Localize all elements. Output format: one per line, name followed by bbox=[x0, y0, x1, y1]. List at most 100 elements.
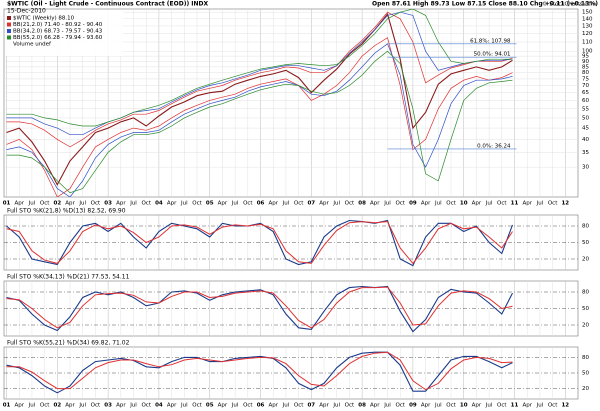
y-tick-label: 80 bbox=[582, 224, 589, 230]
quote: Open 87.61 High 89.73 Low 87.15 Close 88… bbox=[372, 1, 598, 8]
y-tick-label: 50 bbox=[582, 371, 589, 377]
x-tick-label: Jul bbox=[383, 201, 391, 207]
x-tick-label: Oct bbox=[497, 201, 507, 207]
x-tick-label: 01 bbox=[3, 403, 11, 409]
x-tick-label: Apr bbox=[268, 403, 278, 409]
x-tick-label: Jul bbox=[485, 201, 493, 207]
y-tick-label: 20 bbox=[582, 257, 589, 263]
x-tick-label: Jul bbox=[434, 201, 442, 207]
y-tick-label: 95 bbox=[582, 54, 589, 60]
x-tick-label: Oct bbox=[446, 403, 456, 409]
x-tick-label: Apr bbox=[116, 403, 126, 409]
band-upper bbox=[6, 11, 513, 148]
x-tick-label: Apr bbox=[218, 201, 228, 207]
x-tick-label: Apr bbox=[522, 201, 532, 207]
series-line bbox=[6, 219, 514, 267]
x-tick-label: 02 bbox=[54, 403, 62, 409]
legend-label: $WTIC (Weekly) 88.10 bbox=[13, 16, 75, 22]
x-tick-label: Oct bbox=[345, 201, 355, 207]
x-tick-label: Apr bbox=[319, 403, 329, 409]
x-tick-label: Oct bbox=[192, 201, 202, 207]
y-tick-label: 120 bbox=[582, 31, 593, 37]
panel-title: Full STO %K(21,8) %D(13) 82.52, 69.90 bbox=[7, 208, 126, 215]
x-tick-label: Jul bbox=[536, 403, 544, 409]
x-tick-label: 10 bbox=[460, 403, 468, 409]
x-tick-label: Jul bbox=[78, 403, 86, 409]
x-tick-label: Oct bbox=[243, 403, 253, 409]
credit: © StockCharts.com bbox=[542, 1, 596, 8]
x-tick-label: Apr bbox=[472, 403, 482, 409]
fib-label: 50.0%: 94.01 bbox=[474, 52, 511, 58]
x-tick-label: Jul bbox=[485, 403, 493, 409]
y-tick-label: 20 bbox=[582, 386, 589, 392]
x-tick-label: 07 bbox=[307, 403, 315, 409]
legend-swatch bbox=[7, 16, 11, 20]
x-tick-label: 04 bbox=[155, 403, 163, 409]
y-tick-label: 130 bbox=[582, 23, 593, 29]
series-line bbox=[6, 286, 513, 329]
x-tick-label: Apr bbox=[370, 201, 380, 207]
legend-swatch bbox=[7, 22, 11, 27]
y-tick-label: 80 bbox=[582, 355, 589, 361]
x-tick-label: Jul bbox=[332, 201, 340, 207]
x-tick-label: Jul bbox=[231, 403, 239, 409]
x-tick-label: Apr bbox=[268, 201, 278, 207]
x-tick-label: Oct bbox=[40, 403, 50, 409]
x-tick-label: Apr bbox=[14, 403, 24, 409]
x-tick-label: Oct bbox=[395, 403, 405, 409]
chart-subtitle: 15-Dec-2010 bbox=[7, 8, 46, 15]
y-tick-label: 90 bbox=[582, 59, 589, 65]
y-tick-label: 40 bbox=[582, 137, 589, 143]
series-group bbox=[6, 351, 513, 394]
x-tick-label: Apr bbox=[472, 201, 482, 207]
x-tick-label: 09 bbox=[409, 403, 417, 409]
y-tick-label: 55 bbox=[582, 106, 589, 112]
series-line bbox=[6, 285, 513, 333]
y-tick-label: 45 bbox=[582, 126, 589, 132]
series-line bbox=[6, 351, 513, 394]
x-tick-label: Oct bbox=[91, 403, 101, 409]
x-tick-label: 05 bbox=[206, 403, 214, 409]
x-tick-label: 02 bbox=[54, 201, 62, 207]
band-lower bbox=[6, 50, 513, 194]
y-tick-label: 110 bbox=[582, 40, 593, 46]
series-group bbox=[6, 219, 514, 267]
y-tick-label: 150 bbox=[582, 10, 593, 16]
x-tick-label: 08 bbox=[358, 201, 366, 207]
x-tick-label: 09 bbox=[409, 201, 417, 207]
x-tick-label: 12 bbox=[561, 201, 569, 207]
x-tick-label: 07 bbox=[307, 201, 315, 207]
chart-title: $WTIC (Oil - Light Crude - Continuous Co… bbox=[7, 1, 209, 8]
x-tick-label: Oct bbox=[294, 201, 304, 207]
y-tick-label: 75 bbox=[582, 76, 589, 82]
x-tick-label: Jul bbox=[28, 201, 36, 207]
legend-label: BB(34,2.0) 68.73 - 79.57 - 90.43 bbox=[13, 29, 103, 35]
panel-title: Full STO %K(34,13) %D(21) 77.53, 54.11 bbox=[7, 274, 130, 281]
legend-swatch bbox=[7, 29, 11, 33]
legend-label: BB(21,2.0) 71.40 - 80.92 - 90.40 bbox=[13, 22, 103, 28]
x-tick-label: Jul bbox=[282, 201, 290, 207]
legend-label: BB(55,2.0) 66.28 - 79.94 - 93.60 bbox=[13, 35, 103, 41]
y-tick-label: 30 bbox=[582, 165, 589, 171]
legend-swatch bbox=[7, 35, 11, 40]
y-tick-label: 60 bbox=[582, 98, 589, 104]
x-tick-label: Jul bbox=[180, 201, 188, 207]
x-tick-label: Oct bbox=[345, 403, 355, 409]
y-tick-label: 35 bbox=[582, 150, 589, 156]
y-tick-label: 80 bbox=[582, 70, 589, 76]
x-tick-label: 12 bbox=[561, 403, 569, 409]
x-tick-label: Oct bbox=[548, 201, 558, 207]
x-tick-label: Oct bbox=[294, 403, 304, 409]
x-tick-label: Jul bbox=[282, 403, 290, 409]
x-tick-label: Apr bbox=[167, 403, 177, 409]
x-tick-label: 06 bbox=[257, 403, 265, 409]
y-tick-label: 50 bbox=[582, 115, 589, 121]
x-tick-label: Apr bbox=[319, 201, 329, 207]
y-tick-label: 70 bbox=[582, 83, 589, 89]
x-tick-label: Oct bbox=[192, 403, 202, 409]
x-tick-label: Oct bbox=[243, 201, 253, 207]
x-tick-label: Jul bbox=[536, 201, 544, 207]
x-tick-label: Jul bbox=[180, 403, 188, 409]
x-tick-label: Jul bbox=[231, 201, 239, 207]
